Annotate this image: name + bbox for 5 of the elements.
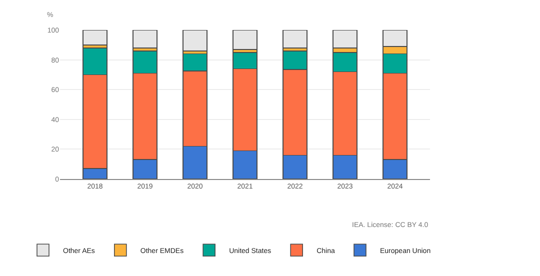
bar (182, 30, 208, 52)
bar (232, 30, 258, 50)
bar (82, 30, 108, 46)
bar (132, 30, 158, 48)
bar (282, 30, 308, 48)
